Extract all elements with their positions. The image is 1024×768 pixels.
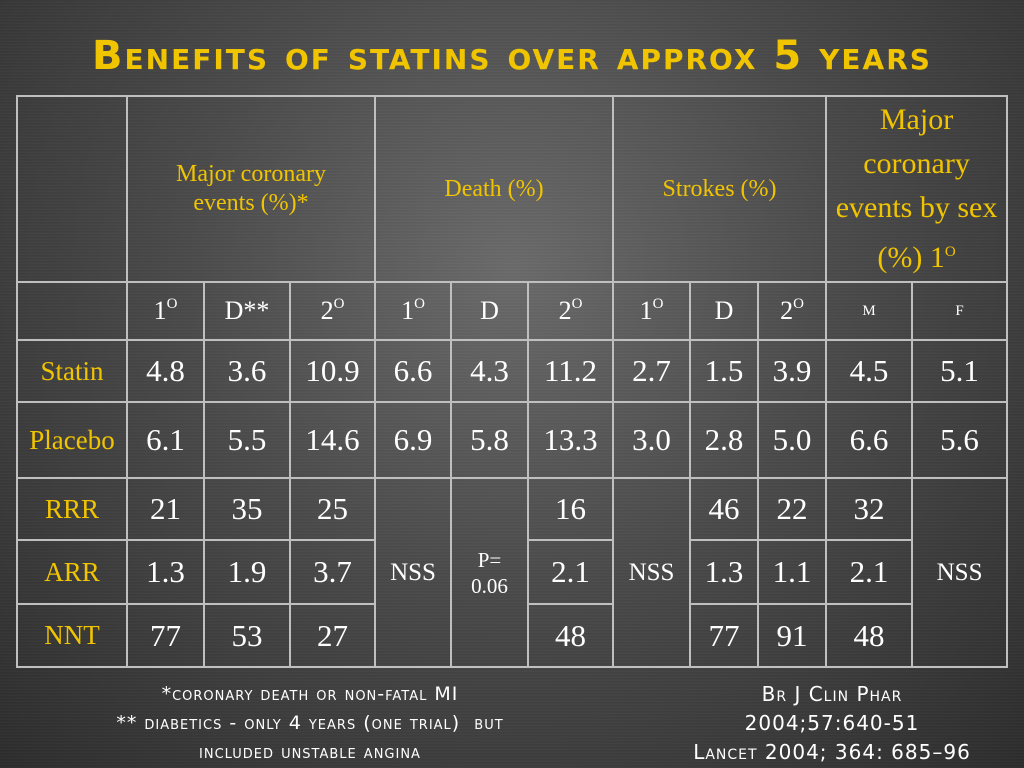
cell-value: 2.8 bbox=[689, 401, 760, 479]
superscript-marker: O bbox=[414, 296, 425, 312]
superscript-marker: O bbox=[793, 296, 804, 312]
cell-value: 13.3 bbox=[526, 401, 615, 479]
superscript-marker: O bbox=[944, 244, 956, 260]
cell-value: 3.7 bbox=[289, 539, 376, 605]
subheader-death-primary: 1O bbox=[374, 281, 452, 341]
cell-value: 21 bbox=[126, 477, 205, 541]
subheader-blank bbox=[16, 281, 128, 341]
table-row-nnt: NNT 77 53 27 48 77 91 48 bbox=[16, 603, 1007, 668]
table-row-placebo: Placebo 6.1 5.5 14.6 6.9 5.8 13.3 3.0 2.… bbox=[16, 401, 1009, 479]
row-label-rrr: RRR bbox=[16, 477, 128, 541]
group-header-death: Death (%) bbox=[373, 95, 615, 283]
statin-benefits-table: Major coronary events (%)* Death (%) Str… bbox=[16, 95, 1009, 668]
cell-value: 10.9 bbox=[289, 339, 376, 403]
row-label-statin: Statin bbox=[16, 339, 128, 403]
table-row-arr: ARR 1.3 1.9 3.7 2.1 1.3 1.1 2.1 bbox=[16, 539, 1007, 605]
cell-value: 1.1 bbox=[757, 539, 828, 605]
subheader-death-diabetic: D bbox=[450, 281, 529, 341]
superscript-marker: O bbox=[571, 296, 583, 312]
cell-value: 35 bbox=[203, 477, 291, 541]
cell-value: 1.5 bbox=[689, 339, 760, 403]
cell-value: 6.6 bbox=[374, 339, 452, 403]
subheader-mc-secondary: 2O bbox=[289, 281, 376, 341]
cell-value: 5.8 bbox=[450, 401, 529, 479]
cell-value: 77 bbox=[689, 603, 760, 668]
footnote-line: *coronary death or non-fatal MI bbox=[161, 683, 459, 705]
corner-cell bbox=[16, 95, 128, 283]
cell-value: 77 bbox=[126, 603, 205, 668]
subheader-death-secondary: 2O bbox=[526, 281, 615, 341]
references: Br J Clin Phar 2004;57:640-51 Lancet 200… bbox=[640, 680, 1024, 767]
footnote-line: included unstable angina bbox=[199, 741, 421, 763]
merged-cell-strokes-primary-nss: NSS bbox=[612, 477, 692, 668]
cell-value: 48 bbox=[825, 603, 914, 668]
cell-value: 22 bbox=[757, 477, 828, 541]
superscript-marker: O bbox=[166, 296, 178, 312]
cell-value: 1.3 bbox=[126, 539, 205, 605]
merged-cell-sex-female-nss: NSS bbox=[911, 477, 1009, 668]
merged-cell-death-primary-nss: NSS bbox=[374, 477, 452, 668]
group-header-row: Major coronary events (%)* Death (%) Str… bbox=[16, 95, 1009, 283]
pvalue-label: P= bbox=[477, 547, 502, 572]
cell-value: 32 bbox=[825, 477, 914, 541]
reference-line: Br J Clin Phar bbox=[761, 682, 903, 706]
cell-value: 14.6 bbox=[289, 401, 376, 479]
merged-cell-death-diabetic-pvalue: P= 0.06 bbox=[450, 477, 529, 668]
reference-line: Lancet 2004; 364: 685–96 bbox=[693, 740, 971, 764]
group-header-strokes: Strokes (%) bbox=[612, 95, 828, 283]
superscript-marker: O bbox=[333, 296, 345, 312]
cell-value: 4.5 bbox=[825, 339, 914, 403]
cell-value: 46 bbox=[689, 477, 760, 541]
row-label-placebo: Placebo bbox=[16, 401, 128, 479]
footnote-line: ** diabetics - only 4 years (one trial) … bbox=[116, 712, 504, 734]
slide-title: Benefits of statins over approx 5 years bbox=[92, 33, 932, 79]
cell-value: 53 bbox=[203, 603, 291, 668]
cell-value: 4.3 bbox=[450, 339, 529, 403]
cell-value: 5.5 bbox=[203, 401, 291, 479]
row-label-nnt: NNT bbox=[16, 603, 128, 668]
row-label-arr: ARR bbox=[16, 539, 128, 605]
subheader-strokes-diabetic: D bbox=[689, 281, 760, 341]
cell-value: 1.3 bbox=[689, 539, 760, 605]
cell-value: 4.8 bbox=[126, 339, 205, 403]
subheader-sex-male: M bbox=[825, 281, 914, 341]
cell-value: 11.2 bbox=[526, 339, 615, 403]
cell-value: 25 bbox=[289, 477, 376, 541]
cell-value: 3.0 bbox=[612, 401, 692, 479]
cell-value: 91 bbox=[757, 603, 828, 668]
cell-value: 2.1 bbox=[825, 539, 914, 605]
cell-value: 27 bbox=[289, 603, 376, 668]
table-row-rrr: RRR 21 35 25 NSS P= 0.06 16 NSS 46 22 32… bbox=[16, 477, 1009, 668]
group-header-by-sex: Major coronary events by sex (%) 1O bbox=[825, 95, 1009, 283]
subheader-row: 1O D** 2O 1O D 2O 1O D 2O M F bbox=[16, 281, 1009, 341]
cell-value: 16 bbox=[526, 477, 615, 541]
cell-value: 48 bbox=[526, 603, 615, 668]
table-row-statin: Statin 4.8 3.6 10.9 6.6 4.3 11.2 2.7 1.5… bbox=[16, 339, 1009, 403]
subheader-strokes-secondary: 2O bbox=[757, 281, 828, 341]
cell-value: 6.9 bbox=[374, 401, 452, 479]
cell-value: 1.9 bbox=[203, 539, 291, 605]
group-header-major-coronary: Major coronary events (%)* bbox=[126, 95, 376, 283]
cell-value: 3.6 bbox=[203, 339, 291, 403]
subheader-strokes-primary: 1O bbox=[612, 281, 692, 341]
footnotes: *coronary death or non-fatal MI ** diabe… bbox=[0, 680, 620, 767]
subheader-mc-diabetic: D** bbox=[203, 281, 291, 341]
cell-value: 2.1 bbox=[526, 539, 615, 605]
pvalue-number: 0.06 bbox=[471, 573, 508, 598]
reference-line: 2004;57:640-51 bbox=[744, 711, 920, 735]
cell-value: 6.6 bbox=[825, 401, 914, 479]
cell-value: 5.0 bbox=[757, 401, 828, 479]
superscript-marker: O bbox=[652, 296, 664, 312]
cell-value: 2.7 bbox=[612, 339, 692, 403]
cell-value: 5.6 bbox=[911, 401, 1009, 479]
subheader-mc-primary: 1O bbox=[126, 281, 205, 341]
cell-value: 6.1 bbox=[126, 401, 205, 479]
cell-value: 3.9 bbox=[757, 339, 828, 403]
subheader-sex-female: F bbox=[911, 281, 1009, 341]
cell-value: 5.1 bbox=[911, 339, 1009, 403]
